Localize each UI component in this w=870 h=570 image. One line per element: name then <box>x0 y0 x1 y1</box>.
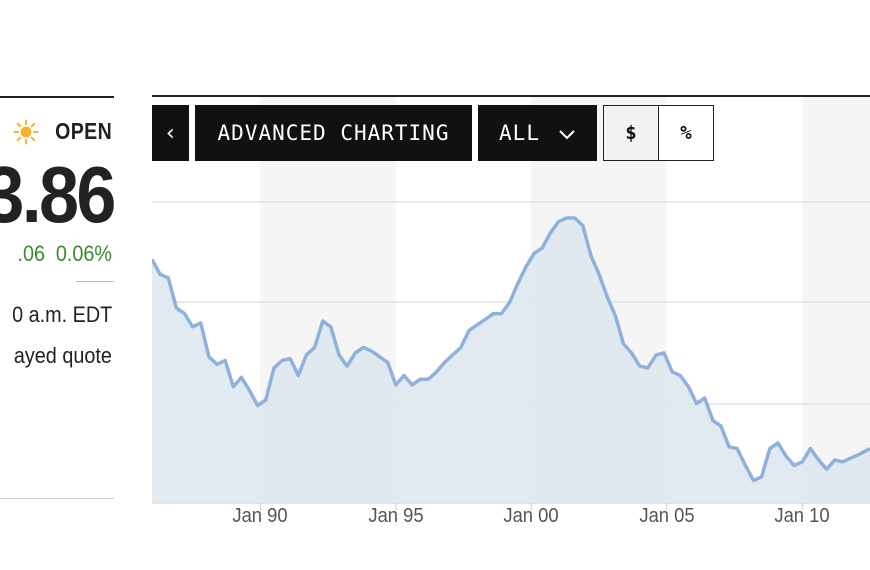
price-area <box>152 218 870 503</box>
price-chart[interactable]: ‹ ADVANCED CHARTING ALL $ % Jan 90 Jan 95… <box>152 95 870 535</box>
divider <box>0 96 114 98</box>
time-range-select[interactable]: ALL <box>478 105 597 161</box>
dollar-toggle[interactable]: $ <box>603 105 659 161</box>
change-percent: 0.06% <box>55 241 112 266</box>
quote-timestamp: 0 a.m. EDT <box>11 302 112 327</box>
last-price: 3.86 <box>0 150 117 239</box>
quote-panel: OPEN 3.86 .06 0.06% 0 a.m. EDT ayed quote <box>0 0 117 570</box>
divider <box>152 95 870 97</box>
price-change: .06 0.06% <box>18 241 112 267</box>
chart-canvas[interactable] <box>152 95 870 535</box>
x-tick-label: Jan 10 <box>774 505 830 527</box>
divider <box>76 281 114 282</box>
chevron-left-icon: ‹ <box>163 120 178 146</box>
advanced-charting-button[interactable]: ADVANCED CHARTING <box>195 105 472 161</box>
market-status-label: OPEN <box>54 118 112 144</box>
chevron-down-icon <box>558 121 576 145</box>
chart-back-button[interactable]: ‹ <box>152 105 189 161</box>
year-band <box>802 95 870 503</box>
x-tick-label: Jan 00 <box>503 505 559 527</box>
x-tick-label: Jan 95 <box>368 505 424 527</box>
x-tick-label: Jan 90 <box>232 505 289 527</box>
time-range-label: ALL <box>499 121 540 145</box>
change-value: .06 <box>17 241 46 266</box>
market-status: OPEN <box>13 118 112 145</box>
sun-icon <box>13 119 39 145</box>
price-line <box>152 216 870 483</box>
x-tick-label: Jan 05 <box>639 505 695 527</box>
percent-toggle[interactable]: % <box>658 105 714 161</box>
divider <box>0 498 114 499</box>
delayed-quote-note: ayed quote <box>14 343 112 368</box>
